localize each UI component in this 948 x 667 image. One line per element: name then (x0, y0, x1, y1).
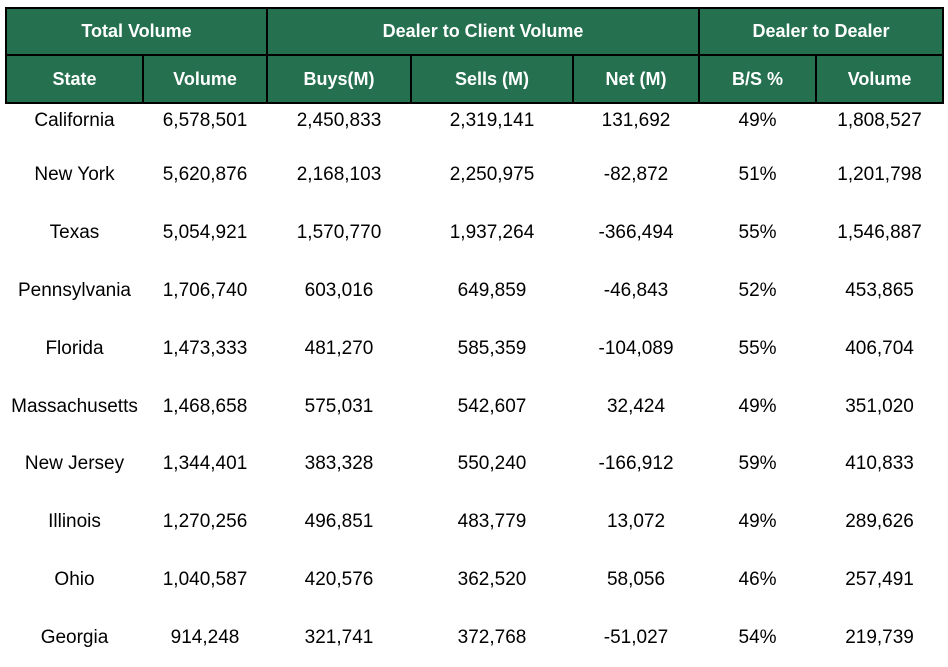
table-body: California 6,578,501 2,450,833 2,319,141 131… (6, 103, 943, 667)
sells-cell: 362,520 (457, 569, 527, 591)
d2d-volume-cell: 453,865 (845, 279, 914, 301)
net-cell: -51,027 (603, 627, 669, 649)
bs-percent-cell: 54% (738, 627, 777, 649)
net-cell: -104,089 (598, 337, 674, 359)
sells-cell: 585,359 (457, 337, 527, 359)
state-cell: Ohio (54, 569, 95, 591)
bs-percent-cell: 46% (738, 569, 777, 591)
state-cell: Illinois (48, 511, 101, 533)
bs-percent-cell: 55% (738, 337, 777, 359)
bs-percent-cell: 59% (738, 453, 777, 475)
table-row: Massachusetts 1,468,658 575,031 542,607 32,4… (6, 378, 943, 436)
state-cell: New York (34, 163, 115, 185)
bs-percent-cell: 52% (738, 279, 777, 301)
buys-cell: 2,450,833 (296, 110, 382, 131)
table-row: New Jersey 1,344,401 383,328 550,240 -166,91… (6, 435, 943, 493)
total-volume-cell: 1,473,333 (162, 337, 248, 359)
state-cell: New Jersey (24, 453, 125, 475)
total-volume-cell: 1,706,740 (162, 279, 248, 301)
d2d-volume-cell: 406,704 (845, 337, 914, 359)
group-header-dealer-to-client: Dealer to Client Volume (265, 7, 701, 56)
table-row: Ohio 1,040,587 420,576 362,520 58,056 46% 257,… (6, 551, 943, 609)
sells-cell: 542,607 (457, 395, 527, 417)
table-row: Illinois 1,270,256 496,851 483,779 13,072 49%… (6, 493, 943, 551)
total-volume-cell: 1,270,256 (162, 511, 248, 533)
column-header-state: State (5, 54, 144, 104)
table-row: California 6,578,501 2,450,833 2,319,141 131… (6, 103, 943, 146)
state-cell: Florida (45, 337, 104, 359)
state-cell: Massachusetts (11, 395, 138, 417)
bs-percent-cell: 55% (738, 221, 777, 243)
d2d-volume-cell: 219,739 (845, 627, 914, 649)
state-cell: Georgia (40, 627, 109, 649)
state-volume-table: Total Volume Dealer to Client Volume Dea… (5, 7, 945, 667)
table-row: Texas 5,054,921 1,570,770 1,937,264 -366,494… (6, 204, 943, 262)
net-cell: -82,872 (603, 163, 669, 185)
buys-cell: 1,570,770 (296, 221, 382, 243)
net-cell: -166,912 (598, 453, 674, 475)
total-volume-cell: 5,054,921 (162, 221, 248, 243)
total-volume-cell: 914,248 (170, 627, 240, 649)
net-cell: 58,056 (606, 569, 666, 591)
group-header-dealer-to-dealer: Dealer to Dealer (698, 7, 945, 56)
d2d-volume-cell: 1,808,527 (837, 110, 922, 131)
buys-cell: 420,576 (304, 569, 374, 591)
net-cell: 32,424 (606, 395, 666, 417)
sells-cell: 2,250,975 (449, 163, 535, 185)
total-volume-cell: 1,344,401 (162, 453, 248, 475)
state-cell: Texas (49, 221, 100, 243)
sells-cell: 2,319,141 (449, 110, 535, 131)
column-header-sells: Sells (M) (410, 54, 574, 104)
d2d-volume-cell: 410,833 (845, 453, 914, 475)
group-header-total-volume: Total Volume (5, 7, 268, 56)
sells-cell: 1,937,264 (449, 221, 535, 243)
state-cell: Pennsylvania (17, 279, 132, 301)
table-row: New York 5,620,876 2,168,103 2,250,975 -82,8… (6, 146, 943, 204)
column-header-row: State Volume Buys(M) Sells (M) Net (M) B… (5, 54, 945, 104)
table-row: Georgia 914,248 321,741 372,768 -51,027 54% 21… (6, 609, 943, 667)
table-row: Pennsylvania 1,706,740 603,016 649,859 -46,8… (6, 262, 943, 320)
net-cell: -366,494 (598, 221, 674, 243)
buys-cell: 321,741 (304, 627, 374, 649)
d2d-volume-cell: 1,201,798 (837, 163, 922, 185)
buys-cell: 603,016 (304, 279, 374, 301)
group-header-row: Total Volume Dealer to Client Volume Dea… (5, 7, 945, 56)
bs-percent-cell: 49% (738, 511, 777, 533)
column-header-buys: Buys(M) (266, 54, 412, 104)
bs-percent-cell: 49% (738, 110, 777, 131)
total-volume-cell: 1,040,587 (162, 569, 248, 591)
buys-cell: 383,328 (304, 453, 374, 475)
d2d-volume-cell: 1,546,887 (837, 221, 922, 243)
net-cell: -46,843 (603, 279, 669, 301)
column-header-bs-percent: B/S % (698, 54, 818, 104)
column-header-total-volume: Volume (142, 54, 268, 104)
total-volume-cell: 1,468,658 (162, 395, 248, 417)
buys-cell: 2,168,103 (296, 163, 382, 185)
buys-cell: 575,031 (304, 395, 374, 417)
sells-cell: 372,768 (457, 627, 527, 649)
state-cell: California (34, 110, 115, 131)
net-cell: 13,072 (606, 511, 666, 533)
table-row: Florida 1,473,333 481,270 585,359 -104,089 55… (6, 320, 943, 378)
bs-percent-cell: 51% (738, 163, 777, 185)
total-volume-cell: 6,578,501 (162, 110, 248, 131)
column-header-net: Net (M) (571, 54, 701, 104)
net-cell: 131,692 (601, 110, 671, 131)
d2d-volume-cell: 289,626 (845, 511, 914, 533)
sells-cell: 550,240 (457, 453, 527, 475)
sells-cell: 483,779 (457, 511, 527, 533)
d2d-volume-cell: 351,020 (845, 395, 914, 417)
total-volume-cell: 5,620,876 (162, 163, 248, 185)
buys-cell: 496,851 (304, 511, 374, 533)
buys-cell: 481,270 (304, 337, 374, 359)
sells-cell: 649,859 (457, 279, 527, 301)
bs-percent-cell: 49% (738, 395, 777, 417)
column-header-d2d-volume: Volume (815, 54, 945, 104)
d2d-volume-cell: 257,491 (845, 569, 914, 591)
volume-table-container: Total Volume Dealer to Client Volume Dea… (5, 7, 945, 667)
